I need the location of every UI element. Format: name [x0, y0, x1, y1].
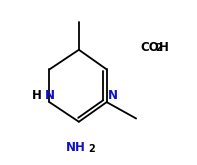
Text: NH: NH — [66, 141, 86, 154]
Text: 2: 2 — [88, 144, 95, 154]
Text: H: H — [31, 89, 41, 102]
Text: 2: 2 — [155, 43, 162, 53]
Text: CO: CO — [140, 41, 159, 54]
Text: N: N — [45, 89, 55, 102]
Text: N: N — [108, 89, 117, 102]
Text: H: H — [159, 41, 169, 54]
